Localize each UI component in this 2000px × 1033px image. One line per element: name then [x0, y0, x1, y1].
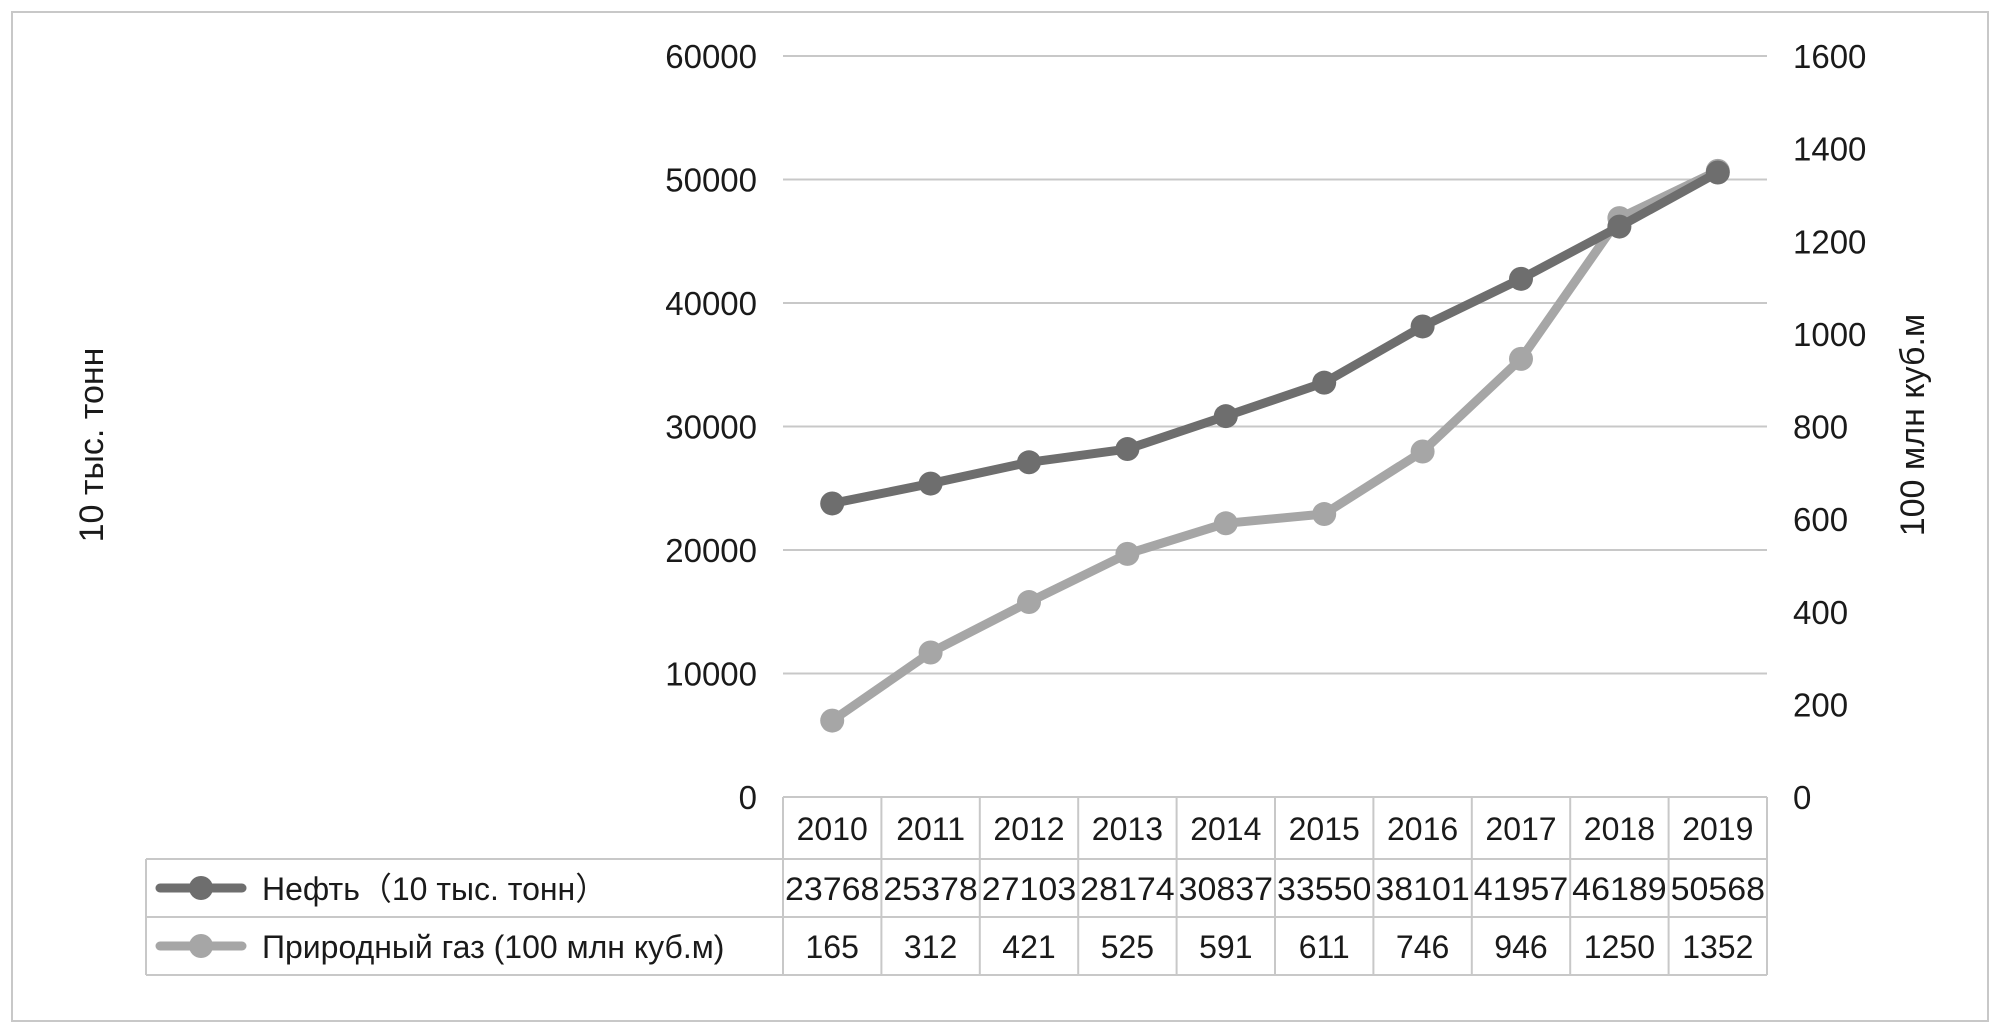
table-cell-value: 1250 — [1584, 929, 1655, 965]
category-label: 2017 — [1485, 811, 1556, 847]
table-cell-value: 41957 — [1474, 871, 1568, 907]
data-point — [1705, 160, 1730, 185]
right-tick-label: 600 — [1793, 501, 1848, 538]
right-tick-label: 1000 — [1793, 316, 1866, 353]
data-point — [1509, 346, 1533, 371]
left-tick-label: 40000 — [665, 285, 757, 322]
data-point — [820, 708, 845, 733]
table-cell-value: 525 — [1101, 929, 1154, 965]
data-point — [1410, 314, 1435, 339]
data-point — [1607, 214, 1632, 239]
table-cell-value: 23768 — [785, 871, 879, 907]
right-tick-label: 800 — [1793, 409, 1848, 446]
category-label: 2012 — [993, 811, 1064, 847]
series-name: Нефть（10 тыс. тонн） — [262, 871, 607, 907]
data-point — [1213, 404, 1238, 429]
chart-frame — [11, 11, 1989, 1022]
table-cell-value: 946 — [1494, 929, 1547, 965]
data-point — [1017, 590, 1041, 615]
data-point — [1115, 541, 1140, 566]
left-tick-label: 20000 — [665, 532, 757, 569]
table-cell-value: 165 — [806, 929, 859, 965]
data-point — [1410, 439, 1435, 464]
table-cell-value: 50568 — [1671, 871, 1765, 907]
gridlines — [783, 55, 1767, 675]
right-tick-label: 1400 — [1793, 131, 1866, 168]
data-point — [1312, 370, 1337, 395]
category-label: 2014 — [1190, 811, 1261, 847]
data-point — [1213, 511, 1238, 536]
left-axis-ticks: 0 10000 20000 30000 40000 50000 60000 — [665, 38, 757, 816]
table-cell-value: 746 — [1396, 929, 1449, 965]
legend-marker — [189, 934, 213, 958]
left-tick-label: 30000 — [665, 409, 757, 446]
right-axis-ticks: 0 200 400 600 800 1000 1200 1400 1600 — [1793, 38, 1866, 816]
category-label: 2011 — [896, 811, 965, 847]
data-point — [1115, 437, 1140, 462]
category-label: 2018 — [1584, 811, 1655, 847]
table-cell-value: 25378 — [883, 871, 977, 907]
series-name: Природный газ (100 млн куб.м) — [262, 929, 724, 965]
right-tick-label: 0 — [1793, 779, 1811, 816]
table-cell-value: 591 — [1199, 929, 1252, 965]
table-cell-value: 1352 — [1682, 929, 1753, 965]
table-cell-value: 611 — [1299, 929, 1350, 965]
data-point — [820, 491, 845, 516]
left-axis-title: 10 тыс. тонн — [73, 348, 111, 543]
right-tick-label: 200 — [1793, 686, 1848, 723]
right-tick-label: 400 — [1793, 594, 1848, 631]
series-lines — [820, 158, 1730, 733]
right-tick-label: 1600 — [1793, 38, 1866, 75]
left-tick-label: 60000 — [665, 38, 757, 75]
legend-marker — [189, 876, 213, 900]
series-line — [827, 167, 1723, 508]
category-label: 2019 — [1682, 811, 1753, 847]
table-cell-value: 30837 — [1179, 871, 1273, 907]
data-point — [1312, 502, 1337, 527]
table-cell-value: 421 — [1002, 929, 1055, 965]
left-tick-label: 50000 — [665, 162, 757, 199]
data-point — [1017, 450, 1041, 475]
data-point — [918, 471, 943, 496]
category-label: 2010 — [797, 811, 868, 847]
right-axis-title: 100 млн куб.м — [1894, 314, 1932, 537]
data-point — [918, 640, 943, 665]
table-cell-value: 38101 — [1375, 871, 1469, 907]
table-cell-value: 28174 — [1080, 871, 1174, 907]
data-table: 2010 2011 2012 2013 2014 2015 2016 2017 2018 2019… — [145, 796, 1768, 976]
category-label: 2013 — [1092, 811, 1163, 847]
left-tick-label: 0 — [739, 779, 757, 816]
category-label: 2016 — [1387, 811, 1458, 847]
table-cell-value: 46189 — [1572, 871, 1666, 907]
table-cell-value: 27103 — [982, 871, 1076, 907]
series-line — [827, 166, 1723, 726]
data-point — [1509, 266, 1533, 291]
table-cell-value: 33550 — [1277, 871, 1371, 907]
table-cell-value: 312 — [904, 929, 957, 965]
category-label: 2015 — [1289, 811, 1360, 847]
right-tick-label: 1200 — [1793, 223, 1866, 260]
left-tick-label: 10000 — [665, 656, 757, 693]
